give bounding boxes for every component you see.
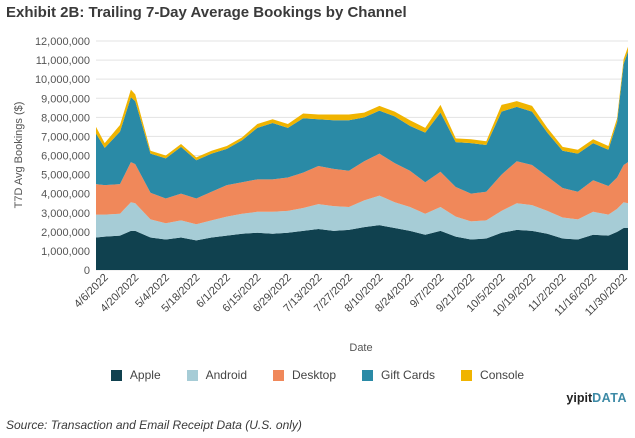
legend-item-apple[interactable]: Apple	[110, 368, 161, 382]
y-tick-label: 5,000,000	[41, 170, 90, 182]
legend-swatch-console	[461, 369, 473, 381]
y-tick-label: 7,000,000	[41, 131, 90, 143]
area-gift-cards	[96, 51, 628, 199]
legend-swatch-gift-cards	[362, 369, 374, 381]
legend-swatch-android	[186, 369, 198, 381]
area-console	[96, 46, 628, 161]
area-android	[96, 195, 628, 241]
area-series	[96, 46, 628, 270]
legend-item-console[interactable]: Console	[461, 368, 524, 382]
source-note: Source: Transaction and Email Receipt Da…	[6, 418, 302, 432]
y-tick-label: 1,000,000	[41, 246, 90, 258]
legend-swatch-apple	[110, 369, 122, 381]
y-tick-label: 9,000,000	[41, 93, 90, 105]
y-tick-label: 12,000,000	[35, 36, 90, 48]
area-desktop	[96, 153, 628, 225]
legend-label: Apple	[129, 368, 161, 382]
y-tick-label: 2,000,000	[41, 227, 90, 239]
brand-logo: yipitDATA	[566, 391, 627, 405]
y-tick-label: 11,000,000	[36, 55, 90, 67]
area-apple	[96, 225, 628, 270]
legend: Apple Android Desktop Gift Cards Console	[0, 368, 635, 382]
legend-item-gift-cards[interactable]: Gift Cards	[362, 368, 435, 382]
y-tick-label: 8,000,000	[41, 112, 90, 124]
legend-swatch-desktop	[273, 369, 284, 381]
y-tick-label: 3,000,000	[41, 208, 90, 220]
legend-label: Android	[205, 368, 247, 382]
y-tick-label: 6,000,000	[41, 151, 90, 163]
y-tick-label: 0	[84, 265, 90, 277]
y-tick-label: 4,000,000	[41, 189, 90, 201]
y-tick-labels: 0 1,000,000 2,000,000 3,000,000 4,000,000 5,0…	[35, 36, 90, 277]
y-axis-title: T7D Avg Bookings ($)	[13, 102, 25, 209]
x-tick-labels: 4/6/20224/20/20225/4/20225/18/20226/1/20…	[72, 272, 630, 319]
legend-label: Gift Cards	[381, 368, 436, 382]
legend-item-desktop[interactable]: Desktop	[273, 368, 336, 382]
stacked-area-chart: 0 1,000,000 2,000,000 3,000,000 4,000,000 5,0…	[13, 36, 630, 354]
y-tick-label: 10,000,000	[35, 74, 90, 86]
chart-title: Exhibit 2B: Trailing 7-Day Average Booki…	[6, 4, 407, 21]
brand-name: yipit	[566, 391, 593, 405]
legend-label: Desktop	[292, 368, 337, 382]
brand-suffix: DATA	[592, 391, 627, 405]
legend-label: Console	[480, 368, 525, 382]
legend-item-android[interactable]: Android	[186, 368, 247, 382]
x-axis-title: Date	[349, 342, 372, 354]
